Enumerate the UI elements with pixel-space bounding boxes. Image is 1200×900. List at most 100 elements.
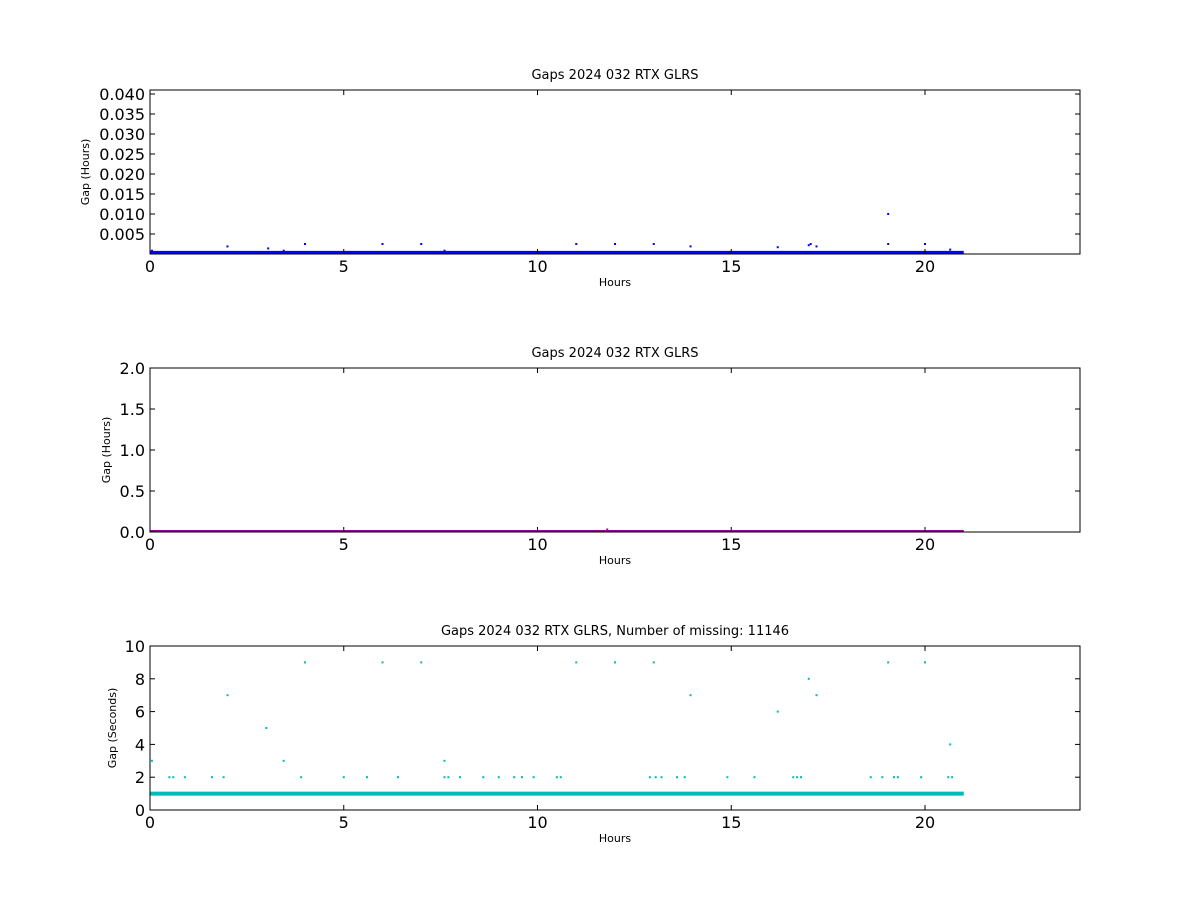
data-point [300, 776, 303, 779]
y-axis-label: Gap (Hours) [79, 139, 92, 206]
y-tick-label: 0.035 [99, 105, 145, 124]
x-axis-label: Hours [599, 554, 631, 567]
data-point [947, 776, 950, 779]
data-point [226, 245, 229, 248]
x-tick-label: 10 [527, 257, 547, 276]
y-tick-label: 8 [135, 670, 145, 689]
data-point [660, 776, 663, 779]
data-point [807, 244, 810, 247]
y-tick-label: 2 [135, 768, 145, 787]
data-point [924, 661, 926, 664]
data-point [381, 661, 384, 664]
data-point [951, 776, 954, 779]
data-point [887, 243, 890, 245]
plot-frame [149, 89, 1081, 255]
data-point [676, 776, 678, 779]
data-point [513, 776, 516, 779]
data-point [689, 694, 692, 697]
plot-frame [149, 645, 1081, 811]
chart-title: Gaps 2024 032 RTX GLRS [531, 68, 698, 83]
y-tick-label: 0.025 [99, 145, 145, 164]
y-axis-label: Gap (Hours) [100, 417, 113, 484]
data-point [896, 776, 899, 779]
data-point [689, 245, 692, 248]
data-point [796, 776, 799, 779]
data-point [282, 249, 285, 252]
data-point [265, 727, 268, 729]
data-point [920, 776, 923, 779]
data-point [800, 776, 802, 779]
y-tick-label: 0 [135, 801, 145, 820]
data-point [443, 249, 446, 252]
data-point [887, 661, 890, 664]
data-point [683, 776, 686, 779]
y-tick-label: 6 [135, 703, 145, 722]
data-point [949, 248, 952, 251]
data-point [809, 243, 812, 245]
y-axis-label: Gap (Seconds) [106, 688, 119, 769]
data-point [226, 694, 229, 697]
data-point [443, 759, 446, 762]
data-point [183, 776, 186, 779]
data-point [614, 243, 616, 245]
data-point [869, 776, 872, 779]
data-point [652, 243, 655, 245]
data-point [776, 710, 779, 713]
data-point [726, 776, 729, 779]
chart-panel-1: 0 5 10 15 200.0050.0100.0150.0200.0250.0300.… [79, 68, 1081, 289]
data-point [924, 243, 926, 245]
x-tick-label: 5 [339, 257, 349, 276]
plot-frame [149, 367, 1081, 533]
chart-title: Gaps 2024 032 RTX GLRS, Number of missin… [441, 624, 789, 639]
data-point [881, 776, 884, 779]
x-tick-label: 10 [527, 535, 547, 554]
data-point [222, 776, 225, 779]
data-point [443, 776, 446, 779]
data-point [792, 776, 795, 779]
data-point [654, 776, 657, 779]
data-marks [150, 213, 964, 254]
data-point [753, 776, 756, 779]
data-point [893, 776, 895, 779]
x-tick-label: 0 [145, 813, 155, 832]
y-tick-label: 0.040 [99, 85, 145, 104]
x-tick-label: 10 [527, 813, 547, 832]
y-tick-label: 1.5 [120, 400, 145, 419]
y-tick-label: 0.005 [99, 225, 145, 244]
y-tick-label: 0.020 [99, 165, 145, 184]
data-point [521, 776, 523, 779]
y-tick-label: 0.015 [99, 185, 145, 204]
x-tick-label: 20 [915, 813, 935, 832]
y-tick-label: 2.0 [120, 359, 145, 378]
data-point [267, 247, 270, 250]
chart-title: Gaps 2024 032 RTX GLRS [531, 346, 698, 361]
x-tick-label: 15 [721, 257, 741, 276]
data-point [211, 776, 213, 779]
data-point [150, 249, 153, 252]
data-marks [150, 661, 964, 796]
data-point [447, 776, 450, 779]
x-tick-label: 20 [915, 257, 935, 276]
data-point [282, 759, 285, 762]
x-tick-label: 20 [915, 535, 935, 554]
data-point [397, 776, 399, 779]
data-point [420, 243, 423, 245]
x-tick-label: 5 [339, 535, 349, 554]
data-point [652, 661, 655, 664]
data-point [304, 661, 306, 664]
x-tick-label: 5 [339, 813, 349, 832]
y-tick-label: 0.010 [99, 205, 145, 224]
data-marks [150, 528, 964, 532]
data-point [366, 776, 368, 779]
y-tick-label: 0.030 [99, 125, 145, 144]
data-point [614, 661, 616, 664]
data-point [482, 776, 485, 779]
data-point [575, 243, 578, 245]
x-tick-label: 15 [721, 535, 741, 554]
y-tick-label: 10 [125, 637, 145, 656]
x-axis-label: Hours [599, 832, 631, 845]
data-point [949, 743, 952, 746]
data-point [887, 213, 890, 215]
data-point [575, 661, 578, 664]
